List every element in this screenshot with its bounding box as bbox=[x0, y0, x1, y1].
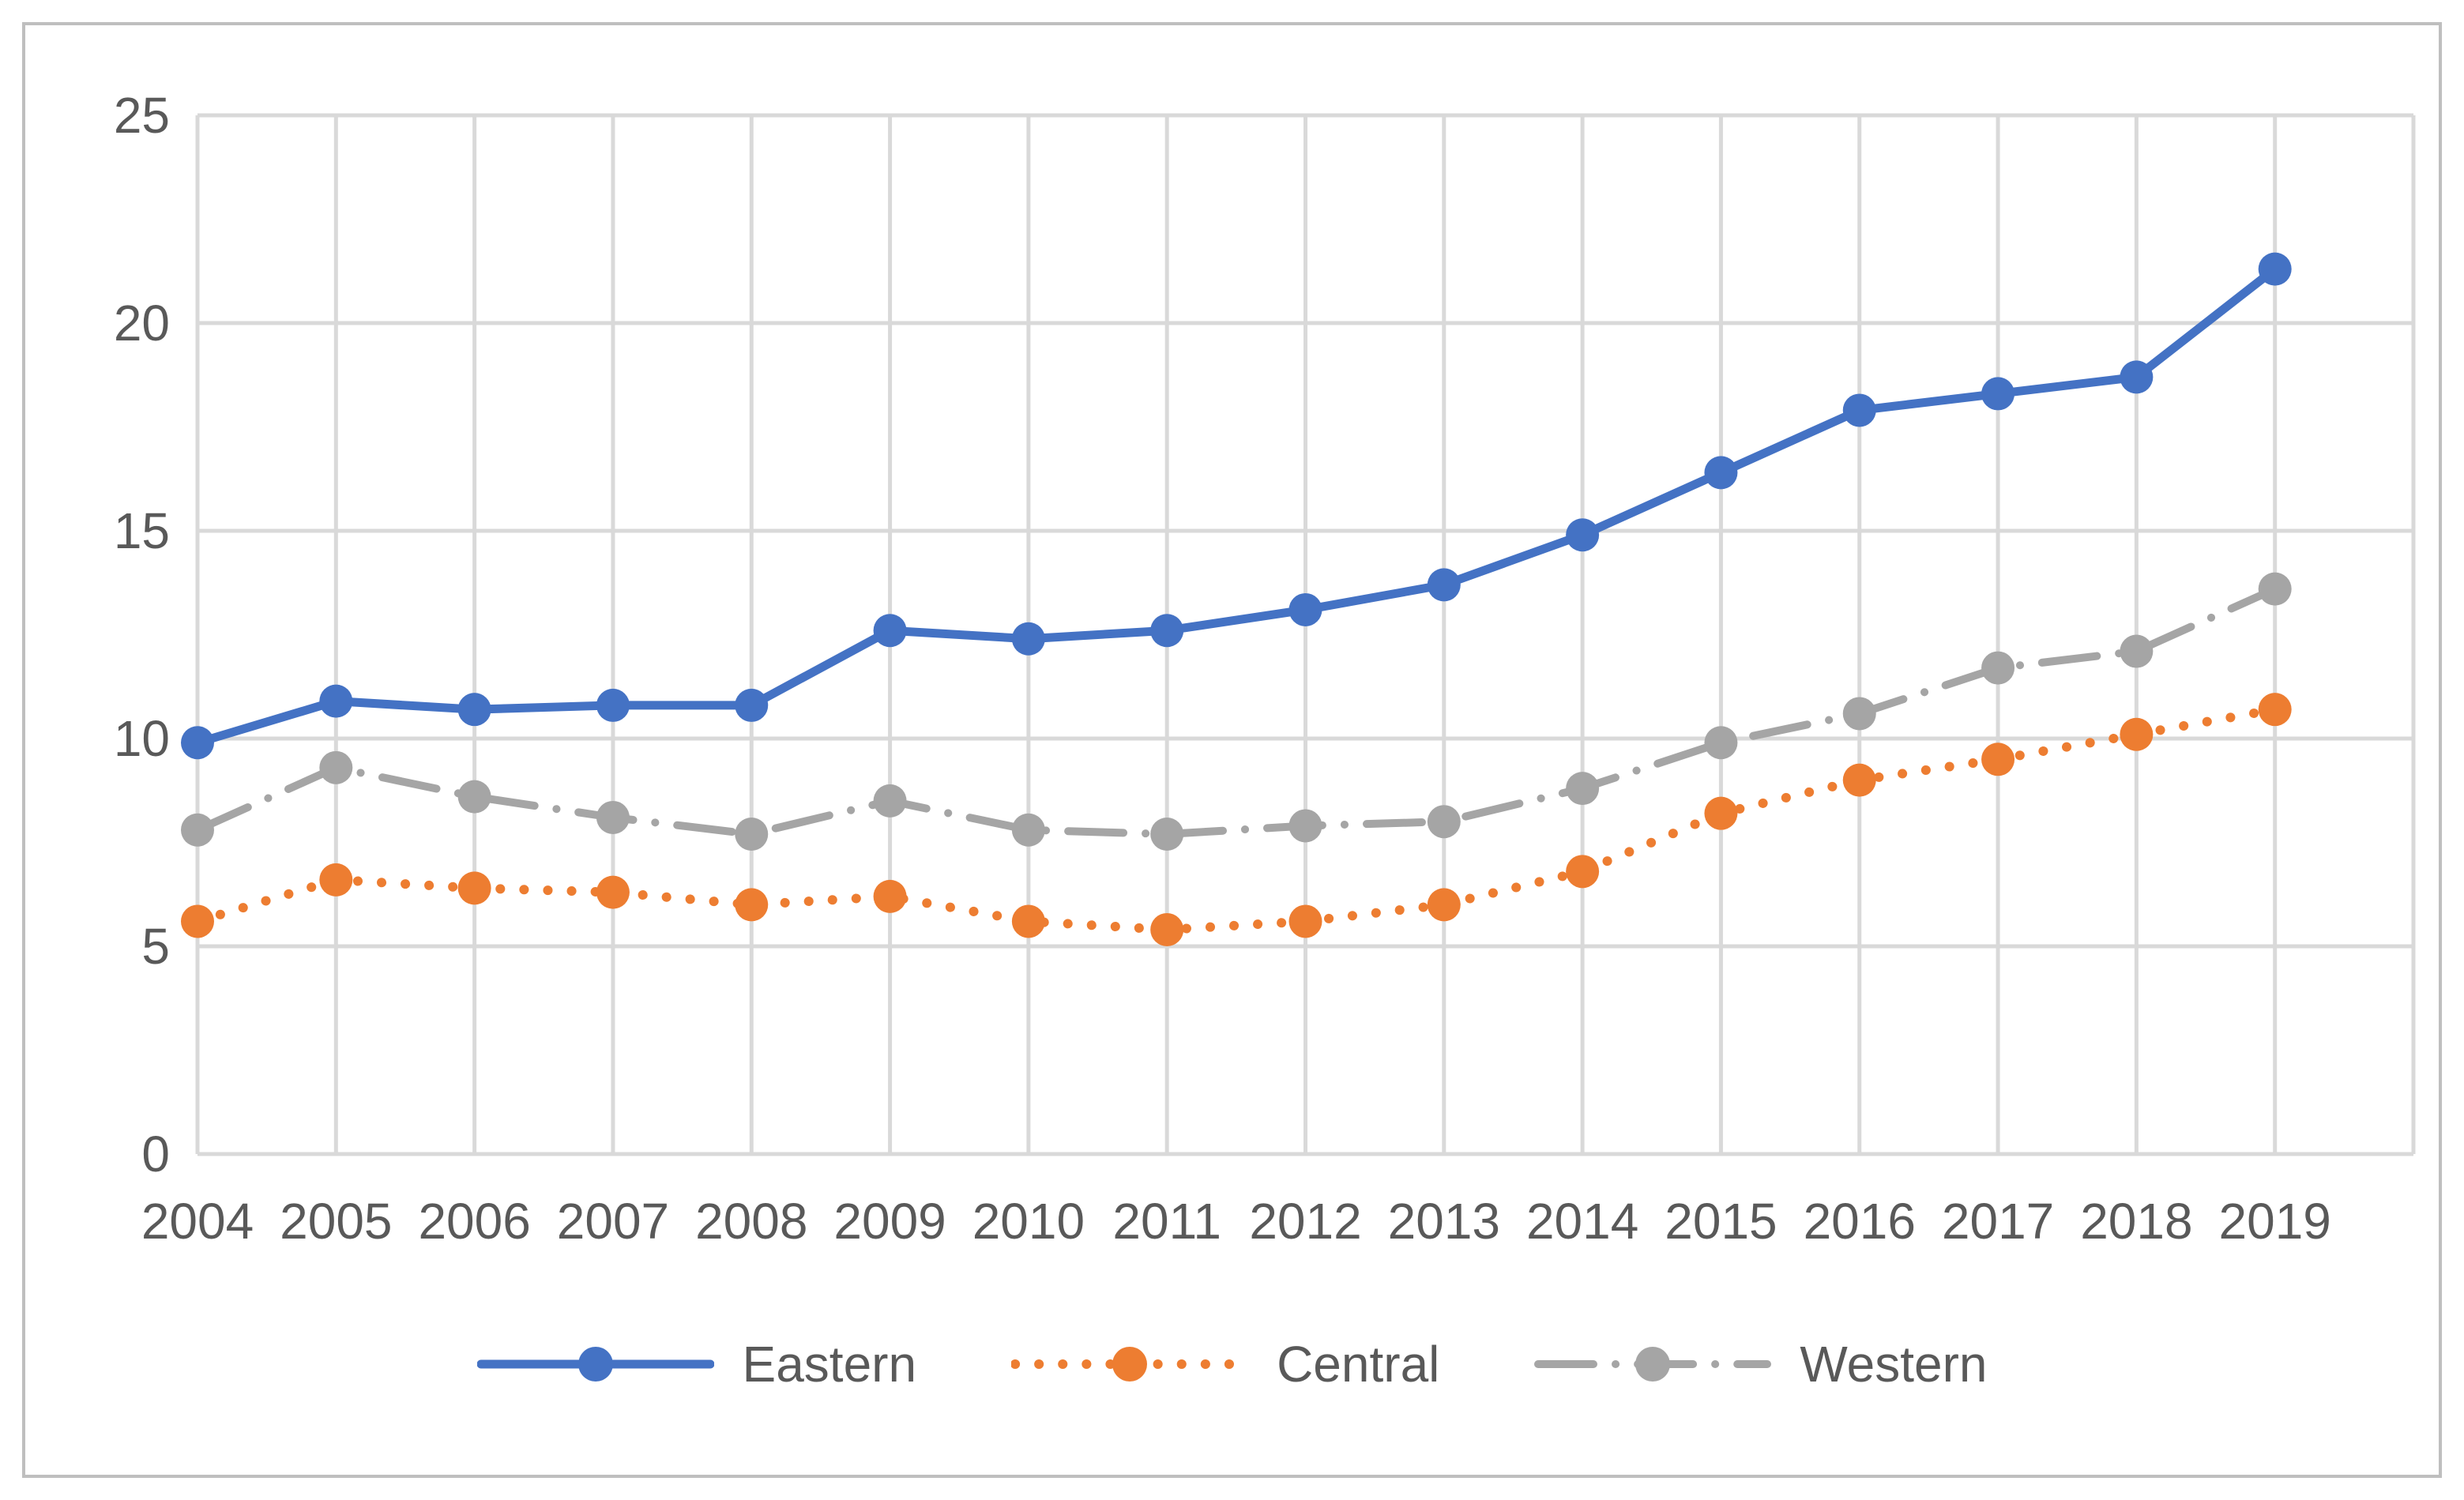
marker-central-2006 bbox=[457, 871, 491, 905]
marker-western-2004 bbox=[181, 813, 214, 847]
marker-western-2015 bbox=[1704, 726, 1738, 760]
marker-eastern-2006 bbox=[457, 693, 491, 727]
legend-label-western: Western bbox=[1800, 1336, 1988, 1393]
marker-western-2014 bbox=[1566, 772, 1600, 806]
chart-outer-border bbox=[22, 22, 2442, 1478]
marker-eastern-2014 bbox=[1566, 518, 1600, 552]
legend-item-eastern: Eastern bbox=[476, 1329, 917, 1400]
marker-central-2011 bbox=[1150, 912, 1184, 946]
marker-central-2012 bbox=[1288, 904, 1322, 938]
marker-western-2013 bbox=[1427, 805, 1461, 839]
marker-central-2010 bbox=[1011, 904, 1045, 938]
marker-central-2016 bbox=[1842, 763, 1876, 797]
marker-western-2017 bbox=[1981, 651, 2015, 685]
legend-item-central: Central bbox=[1011, 1329, 1439, 1400]
y-tick-label: 10 bbox=[114, 710, 170, 767]
marker-western-2007 bbox=[596, 800, 630, 834]
marker-western-2010 bbox=[1011, 813, 1045, 847]
y-tick-label: 20 bbox=[114, 295, 170, 352]
marker-eastern-2018 bbox=[2120, 360, 2154, 394]
marker-western-2008 bbox=[735, 817, 769, 851]
marker-western-2019 bbox=[2258, 572, 2292, 606]
marker-eastern-2009 bbox=[873, 614, 907, 648]
x-tick-label: 2006 bbox=[418, 1193, 530, 1250]
x-tick-label: 2013 bbox=[1388, 1193, 1500, 1250]
x-tick-label: 2010 bbox=[972, 1193, 1085, 1250]
legend-swatch-western-icon bbox=[1534, 1347, 1772, 1382]
marker-western-2018 bbox=[2120, 634, 2154, 668]
marker-eastern-2015 bbox=[1704, 456, 1738, 490]
marker-central-2018 bbox=[2120, 717, 2154, 751]
marker-western-2012 bbox=[1288, 809, 1322, 843]
y-tick-label: 25 bbox=[114, 87, 170, 144]
marker-eastern-2008 bbox=[735, 688, 769, 722]
marker-central-2005 bbox=[319, 863, 353, 897]
x-tick-label: 2017 bbox=[1942, 1193, 2054, 1250]
y-tick-label: 5 bbox=[141, 918, 170, 975]
marker-central-2019 bbox=[2258, 693, 2292, 727]
x-tick-label: 2018 bbox=[2080, 1193, 2192, 1250]
marker-central-2017 bbox=[1981, 742, 2015, 776]
marker-central-2015 bbox=[1704, 796, 1738, 830]
series-line-eastern bbox=[193, 265, 2280, 747]
marker-eastern-2011 bbox=[1150, 614, 1184, 648]
legend: Eastern Central Western bbox=[0, 1321, 2464, 1408]
x-tick-label: 2009 bbox=[833, 1193, 946, 1250]
marker-central-2007 bbox=[596, 875, 630, 909]
marker-eastern-2012 bbox=[1288, 592, 1322, 626]
marker-eastern-2016 bbox=[1842, 393, 1876, 427]
x-tick-label: 2014 bbox=[1526, 1193, 1638, 1250]
x-tick-label: 2015 bbox=[1665, 1193, 1777, 1250]
marker-central-2008 bbox=[735, 888, 769, 922]
legend-marker-sample bbox=[1112, 1347, 1148, 1382]
marker-eastern-2005 bbox=[319, 684, 353, 718]
x-tick-label: 2011 bbox=[1112, 1193, 1221, 1250]
marker-central-2004 bbox=[181, 904, 214, 938]
legend-marker-sample bbox=[1635, 1347, 1671, 1382]
x-tick-label: 2007 bbox=[557, 1193, 669, 1250]
series-line-central bbox=[193, 705, 2280, 934]
marker-western-2005 bbox=[319, 750, 353, 784]
marker-eastern-2019 bbox=[2258, 252, 2292, 286]
legend-label-central: Central bbox=[1277, 1336, 1440, 1393]
marker-western-2009 bbox=[873, 784, 907, 818]
legend-swatch-eastern-icon bbox=[476, 1347, 714, 1382]
legend-swatch-central-icon bbox=[1011, 1347, 1249, 1382]
y-tick-label: 0 bbox=[141, 1126, 170, 1182]
x-tick-label: 2012 bbox=[1249, 1193, 1361, 1250]
marker-western-2016 bbox=[1842, 697, 1876, 731]
x-tick-label: 2005 bbox=[280, 1193, 392, 1250]
legend-item-western: Western bbox=[1534, 1329, 1988, 1400]
marker-central-2009 bbox=[873, 879, 907, 913]
y-tick-label: 15 bbox=[114, 502, 170, 559]
x-tick-label: 2004 bbox=[141, 1193, 254, 1250]
marker-eastern-2010 bbox=[1011, 622, 1045, 656]
marker-eastern-2007 bbox=[596, 688, 630, 722]
x-tick-label: 2019 bbox=[2219, 1193, 2331, 1250]
marker-western-2006 bbox=[457, 780, 491, 814]
legend-marker-sample bbox=[577, 1347, 613, 1382]
marker-eastern-2004 bbox=[181, 726, 214, 760]
marker-eastern-2013 bbox=[1427, 568, 1461, 602]
x-tick-label: 2008 bbox=[695, 1193, 807, 1250]
marker-western-2011 bbox=[1150, 817, 1184, 851]
legend-label-eastern: Eastern bbox=[742, 1336, 917, 1393]
x-tick-label: 2016 bbox=[1804, 1193, 1916, 1250]
marker-eastern-2017 bbox=[1981, 377, 2015, 411]
marker-central-2014 bbox=[1566, 855, 1600, 889]
marker-central-2013 bbox=[1427, 888, 1461, 922]
